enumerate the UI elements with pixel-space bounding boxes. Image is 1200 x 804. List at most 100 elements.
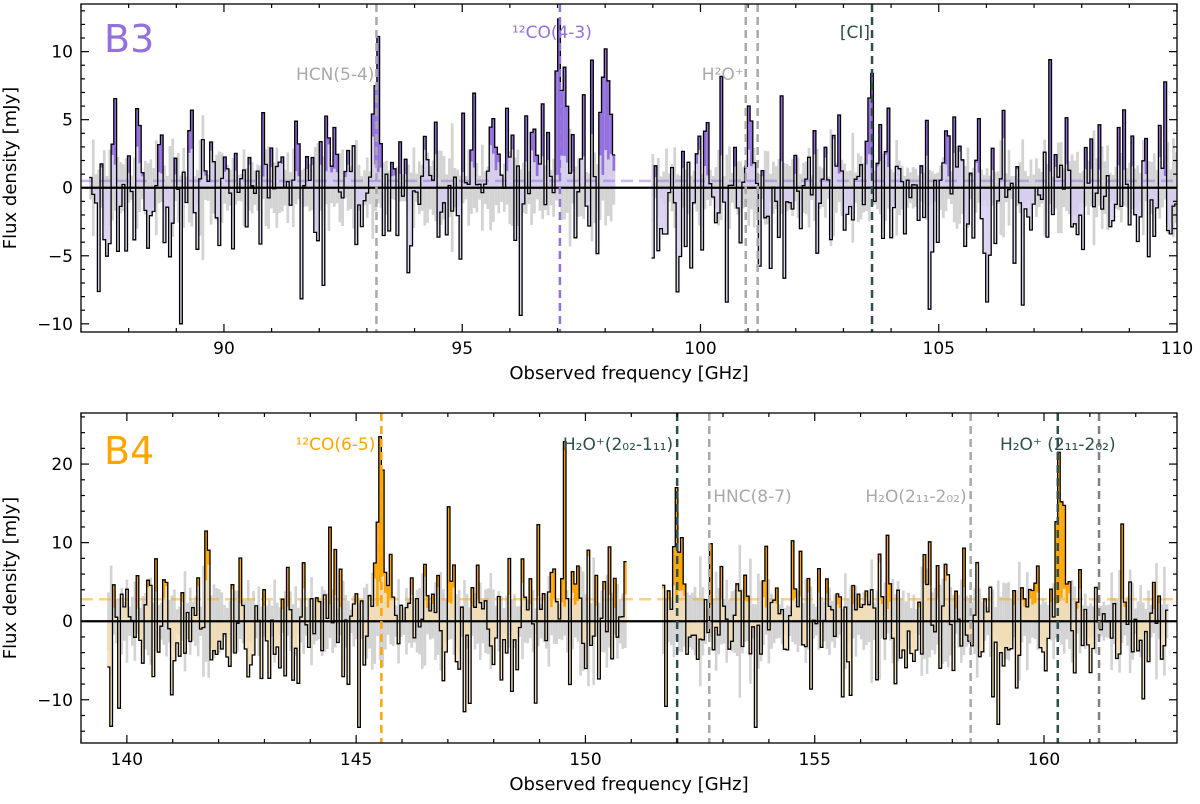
flux-channel <box>105 187 109 257</box>
flux-excess <box>248 157 251 165</box>
flux-channel <box>457 621 461 670</box>
line-label: HCN(5-4) <box>296 65 374 85</box>
panel-label: B4 <box>104 429 154 473</box>
flux-channel <box>739 187 742 243</box>
flux-channel <box>610 621 614 659</box>
flux-excess <box>1065 117 1068 165</box>
flux-excess <box>333 127 336 169</box>
flux-excess <box>793 588 797 598</box>
flux-channel <box>1160 621 1164 660</box>
flux-channel <box>919 165 923 188</box>
flux-channel <box>204 170 207 188</box>
flux-channel <box>407 187 410 273</box>
flux-channel <box>1094 587 1098 622</box>
flux-excess <box>1157 595 1161 604</box>
flux-channel <box>975 562 979 622</box>
flux-excess <box>511 135 514 150</box>
flux-channel <box>673 187 677 203</box>
flux-excess <box>662 585 665 589</box>
flux-channel <box>468 621 472 704</box>
flux-channel <box>223 621 226 634</box>
flux-channel <box>961 159 964 188</box>
flux-channel <box>135 108 139 188</box>
flux-channel <box>111 144 114 188</box>
flux-channel <box>223 156 227 188</box>
line-label: ¹²CO(4-3) <box>512 23 592 43</box>
flux-channel <box>1076 602 1079 622</box>
panel-b4: ¹²CO(6-5) H₂O⁺(2₀₂-1₁₁) HNC(8-7) H₂O(2₁₁-2₀… <box>0 412 1178 795</box>
flux-channel <box>1018 621 1021 656</box>
flux-channel <box>228 187 232 194</box>
flux-channel <box>667 187 671 193</box>
flux-channel <box>107 621 110 668</box>
flux-channel <box>286 181 290 188</box>
flux-channel <box>936 187 940 243</box>
flux-channel <box>1126 621 1129 625</box>
x-tick-label: 140 <box>111 750 143 770</box>
flux-channel <box>1044 621 1048 671</box>
flux-channel <box>346 150 350 188</box>
x-axis-label: Observed frequency [GHz] <box>509 363 748 384</box>
flux-channel <box>202 621 205 628</box>
flux-excess <box>550 572 553 608</box>
flux-channel <box>418 621 421 627</box>
flux-channel <box>881 187 885 239</box>
flux-channel <box>187 130 191 188</box>
flux-channel <box>568 621 572 685</box>
flux-channel <box>431 180 435 188</box>
flux-channel <box>1025 606 1029 622</box>
flux-excess <box>223 156 227 172</box>
flux-channel <box>714 621 718 628</box>
flux-excess <box>1068 581 1071 594</box>
flux-channel <box>516 165 520 188</box>
flux-channel <box>1115 621 1119 659</box>
flux-excess <box>378 436 382 583</box>
flux-channel <box>349 171 353 188</box>
flux-excess <box>127 155 131 173</box>
y-tick-label: −10 <box>37 691 73 711</box>
flux-channel <box>845 187 849 215</box>
flux-excess <box>1023 598 1026 607</box>
flux-excess <box>371 113 375 137</box>
flux-channel <box>820 621 823 648</box>
flux-channel <box>120 594 124 622</box>
flux-channel <box>492 621 495 665</box>
flux-excess <box>174 158 177 175</box>
flux-channel <box>1139 621 1142 641</box>
flux-channel <box>1149 613 1153 622</box>
flux-excess <box>162 579 166 598</box>
flux-channel <box>1172 187 1175 207</box>
flux-channel <box>365 187 369 194</box>
flux-channel <box>596 187 599 254</box>
flux-excess <box>672 546 676 586</box>
flux-channel <box>542 593 545 622</box>
flux-channel <box>833 621 837 637</box>
flux-excess <box>1130 136 1134 167</box>
flux-excess <box>497 154 501 163</box>
flux-excess <box>436 575 440 588</box>
flux-excess <box>207 550 211 565</box>
flux-channel <box>128 616 131 622</box>
flux-channel <box>478 602 482 622</box>
flux-channel <box>175 621 179 643</box>
flux-channel <box>183 621 187 654</box>
flux-channel <box>1109 187 1112 227</box>
flux-channel <box>152 187 155 212</box>
flux-channel <box>894 621 897 684</box>
flux-channel <box>900 181 904 188</box>
line-label: ¹²CO(6-5) <box>295 435 375 455</box>
flux-channel <box>1002 110 1005 188</box>
flux-channel <box>347 621 350 685</box>
x-tick-label: 100 <box>684 339 716 359</box>
flux-channel <box>349 616 353 622</box>
flux-channel <box>373 563 377 622</box>
flux-channel <box>115 617 118 622</box>
flux-channel <box>355 593 358 622</box>
flux-channel <box>434 612 437 622</box>
flux-channel <box>749 621 752 654</box>
flux-excess <box>1054 521 1058 604</box>
flux-excess <box>410 577 414 595</box>
flux-channel <box>304 621 308 625</box>
flux-channel <box>1114 187 1118 205</box>
flux-channel <box>270 148 273 188</box>
